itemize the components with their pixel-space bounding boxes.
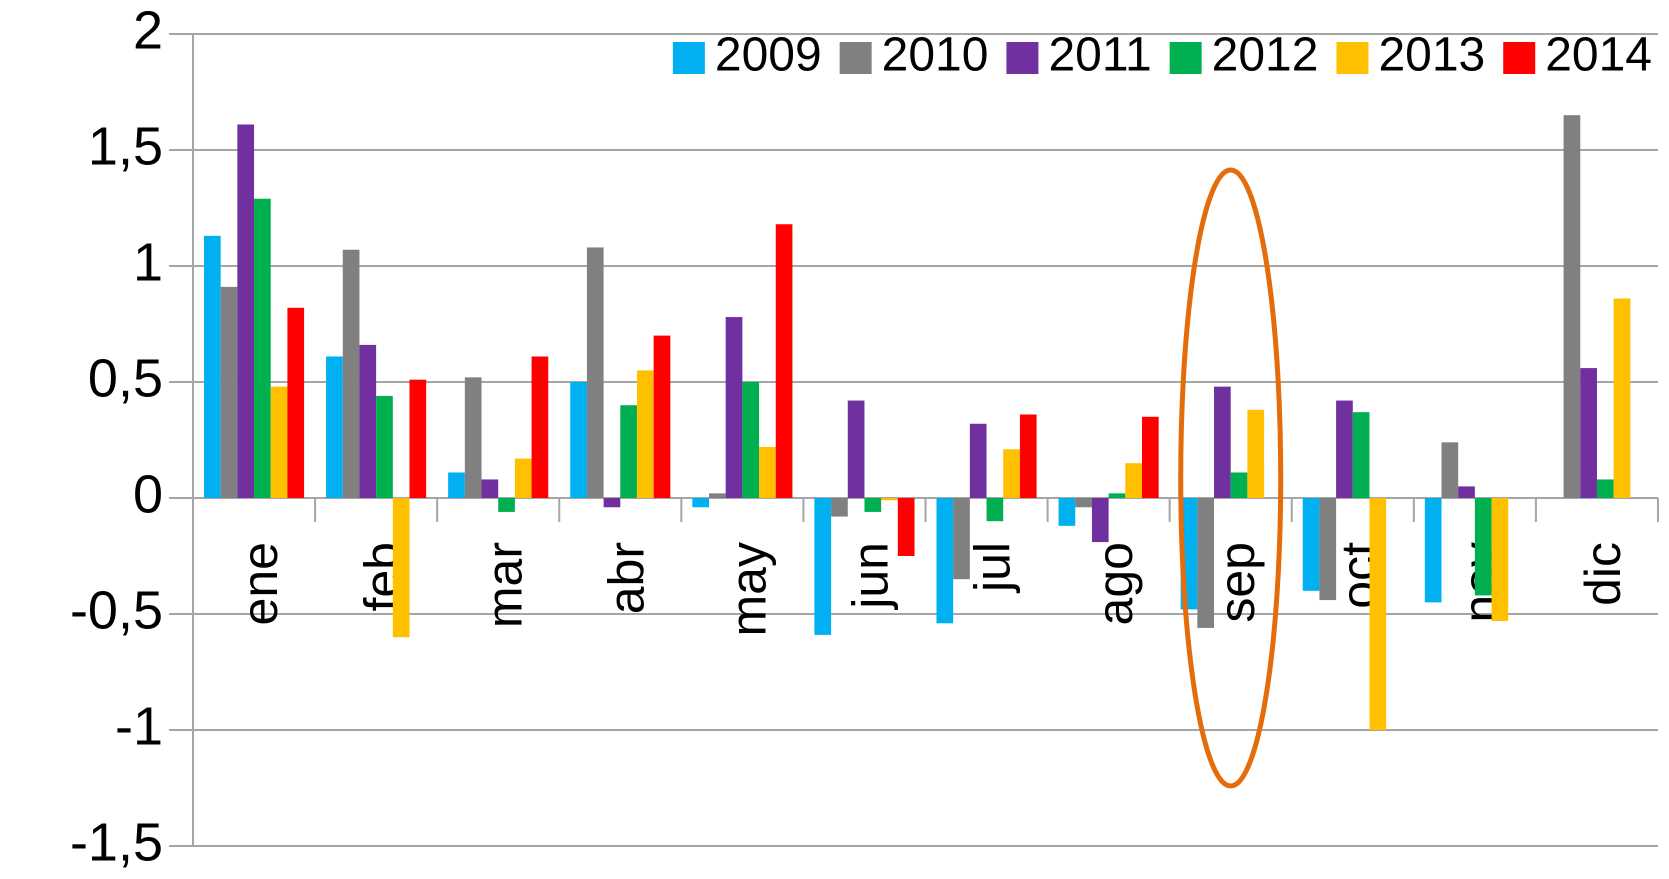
bar — [814, 498, 832, 635]
bar — [897, 498, 915, 556]
bar — [953, 498, 970, 580]
bar — [1058, 498, 1076, 526]
x-tick-label: jun — [843, 542, 899, 611]
bar — [1230, 472, 1248, 498]
bar — [1491, 498, 1509, 621]
y-tick-label: -1,5 — [70, 812, 163, 872]
x-tick-label: dic — [1575, 542, 1631, 606]
x-tick-label: may — [721, 542, 777, 636]
bar — [359, 344, 377, 498]
bar — [881, 498, 898, 501]
legend-label: 2010 — [882, 29, 989, 82]
bar — [1474, 498, 1492, 596]
legend-label: 2011 — [1048, 29, 1151, 82]
legend-swatch — [1006, 42, 1039, 74]
bar — [1458, 486, 1475, 498]
bar — [531, 356, 549, 498]
bar — [725, 317, 743, 498]
bar — [986, 498, 1004, 522]
bar — [1424, 498, 1442, 603]
x-tick-label: sep — [1209, 542, 1265, 623]
y-tick-label: 2 — [133, 0, 163, 60]
legend-swatch — [1336, 42, 1369, 74]
bar — [481, 479, 499, 498]
bar — [1352, 412, 1370, 498]
bar — [570, 382, 587, 498]
y-tick-label: 0,5 — [88, 348, 163, 408]
legend-label: 2013 — [1378, 29, 1485, 82]
x-tick-label: ago — [1087, 542, 1143, 625]
bar — [342, 249, 360, 498]
bar — [514, 458, 532, 498]
bar — [1302, 498, 1320, 591]
bar — [203, 235, 221, 498]
bar — [1580, 368, 1597, 498]
bar — [759, 446, 776, 498]
legend-label: 2012 — [1212, 29, 1319, 82]
bar — [376, 395, 393, 498]
y-tick-label: 1 — [133, 232, 163, 292]
bar — [448, 472, 465, 498]
y-tick-label: 1,5 — [88, 116, 163, 176]
bar — [636, 370, 654, 498]
bar — [1319, 498, 1337, 601]
bar — [847, 400, 865, 498]
bar — [603, 498, 621, 508]
bar — [1369, 498, 1387, 730]
bar — [220, 286, 238, 498]
bar — [287, 307, 305, 498]
bar — [864, 498, 882, 512]
bar — [464, 377, 482, 498]
bar — [1441, 442, 1459, 498]
legend-label: 2009 — [715, 29, 822, 82]
bar — [1563, 115, 1581, 498]
bar — [1214, 386, 1231, 498]
bar — [1091, 498, 1109, 543]
bar — [1613, 298, 1631, 498]
y-tick-label: -0,5 — [70, 580, 163, 640]
bar — [1075, 498, 1092, 508]
legend-swatch — [672, 42, 705, 74]
x-tick-label: ene — [232, 542, 288, 625]
bar — [1019, 414, 1037, 498]
y-tick-label: 0 — [133, 464, 163, 524]
bar — [1141, 416, 1159, 498]
bar — [936, 498, 954, 624]
legend-swatch — [1503, 42, 1536, 74]
bar — [326, 356, 343, 498]
bar — [254, 198, 271, 498]
bar — [1336, 400, 1353, 498]
legend-swatch — [1169, 42, 1202, 74]
x-tick-label: mar — [476, 542, 532, 628]
bar — [692, 498, 710, 508]
bar — [1596, 479, 1614, 498]
bar — [270, 386, 288, 498]
bar — [409, 379, 427, 498]
bar — [709, 493, 726, 498]
bar — [392, 498, 410, 638]
bar — [1003, 449, 1020, 498]
bar — [1247, 409, 1265, 498]
x-tick-label: abr — [598, 542, 654, 614]
bar — [831, 498, 848, 517]
bar — [586, 247, 604, 498]
y-tick-label: -1 — [115, 696, 163, 756]
bar — [775, 224, 793, 499]
highlight-ellipse — [1178, 167, 1284, 789]
bar — [653, 335, 671, 498]
bar — [742, 382, 760, 498]
legend: 2014 2013 2012 2011 2010 2009 — [672, 29, 1652, 82]
legend-swatch — [839, 42, 872, 74]
bar — [1197, 498, 1215, 628]
legend-label: 2014 — [1545, 29, 1652, 82]
bar — [498, 498, 515, 512]
bar — [620, 405, 637, 498]
bar — [1108, 493, 1126, 498]
bar — [1125, 463, 1142, 498]
x-tick-label: jul — [965, 542, 1021, 594]
bar — [237, 124, 255, 498]
bar — [969, 423, 987, 498]
